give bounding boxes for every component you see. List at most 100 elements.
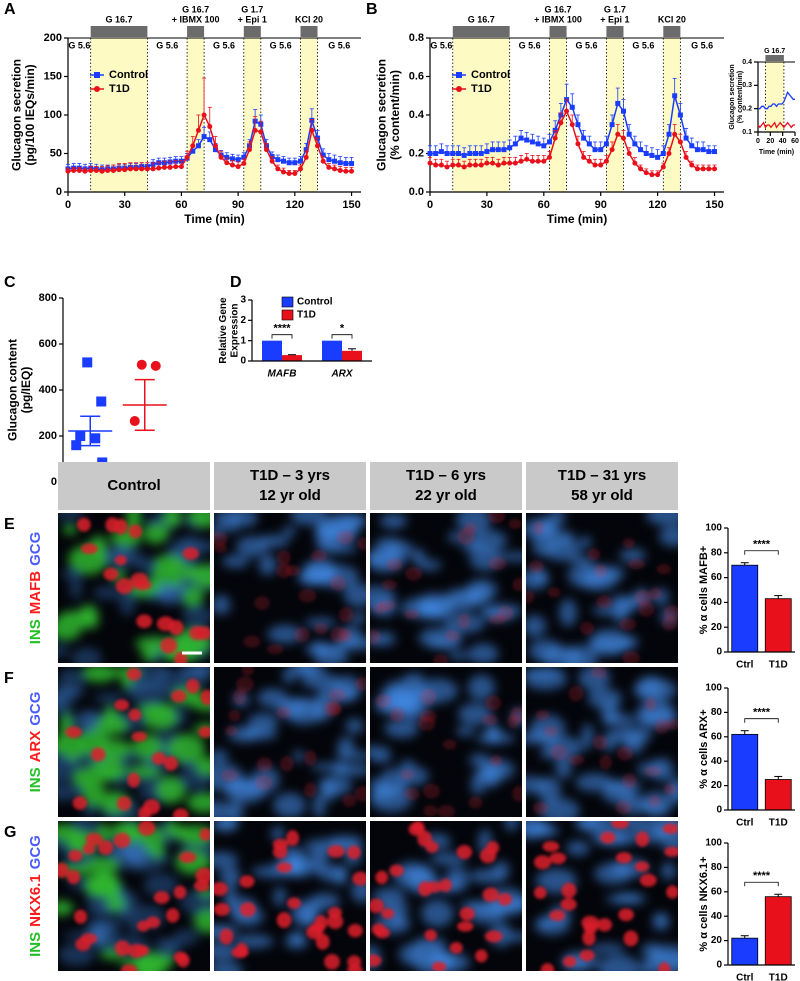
y-axis-label: Expression (229, 304, 240, 358)
stimulus-bar (90, 26, 148, 37)
column-header-text: T1D – 31 yrs (558, 467, 646, 484)
marker (569, 122, 575, 128)
x-tick-label: 0 (756, 138, 760, 145)
nucleus (375, 694, 392, 708)
y-tick-label: 0.8 (409, 32, 424, 44)
y-tick-label: 0.4 (409, 109, 425, 121)
ins-signal (187, 513, 210, 528)
gcg-signal (539, 798, 580, 817)
micrograph (58, 513, 210, 663)
stimulus-bar (187, 26, 205, 37)
gcg-signal (69, 573, 83, 600)
stimulus-label: + Epi 1 (600, 14, 629, 24)
stimulus-shading (243, 38, 261, 192)
bar (262, 340, 282, 361)
nucleus (616, 746, 633, 761)
nucleus (285, 564, 301, 577)
micrograph (58, 667, 210, 817)
marker (320, 152, 326, 158)
marker (275, 157, 281, 163)
gcg-signal (391, 911, 404, 926)
nucleus (114, 699, 130, 711)
marker (632, 160, 638, 166)
marker (712, 166, 718, 172)
nuclei (221, 667, 366, 807)
gcg-signal (545, 538, 581, 562)
gcg-signal (551, 530, 575, 546)
nucleus (648, 795, 661, 808)
stimulus-bar (243, 26, 261, 37)
marker (110, 167, 116, 173)
marker (65, 168, 71, 174)
marker (303, 154, 309, 160)
micrograph (214, 821, 366, 971)
nucleus (644, 697, 657, 712)
nucleus (386, 558, 403, 571)
gcg-signal (214, 800, 234, 817)
marker (280, 158, 286, 164)
nucleus (596, 595, 613, 609)
stimulus-shading (765, 62, 784, 132)
y-tick-label: 0.2 (409, 147, 424, 159)
y-tick-label: 0 (240, 356, 246, 367)
stimulus-label: G 16.7 (182, 4, 209, 14)
y-tick-label: 1 (240, 335, 246, 346)
nucleus (560, 898, 577, 911)
nucleus (382, 579, 398, 590)
marker (512, 141, 518, 147)
nucleus (243, 635, 261, 648)
x-axis-label: Time (min) (184, 212, 244, 226)
marker (427, 160, 433, 166)
marker (564, 108, 570, 114)
gcg-signal (399, 944, 421, 965)
nucleus (370, 629, 381, 645)
marker (76, 167, 82, 173)
gcg-signal (589, 943, 625, 954)
nucleus (618, 908, 634, 922)
panel-letter: A (4, 1, 16, 18)
y-tick-label: 50 (50, 147, 62, 159)
significance-bracket (331, 334, 353, 339)
gcg-signal (452, 593, 479, 603)
x-tick-label: Ctrl (736, 973, 753, 981)
nucleus (293, 627, 310, 643)
ins-signal (194, 756, 210, 777)
marker (495, 162, 501, 168)
nucleus (582, 930, 596, 946)
ins-signal (181, 585, 204, 609)
baseline-label: G 5.6 (575, 40, 597, 50)
y-tick-label: 40 (711, 911, 723, 922)
marker (280, 169, 286, 175)
gcg-signal (214, 851, 239, 869)
legend-marker (456, 86, 462, 92)
marker (541, 158, 547, 164)
ins-signal (149, 846, 166, 860)
marker (320, 158, 326, 164)
marker (349, 161, 355, 167)
nucleus (663, 605, 678, 621)
nucleus (634, 589, 652, 605)
y-tick-label: 100 (705, 683, 722, 694)
marker (507, 145, 513, 151)
marker (586, 141, 592, 147)
marker (90, 433, 101, 444)
nucleus (126, 667, 142, 681)
ins-signal (105, 895, 127, 913)
marker (712, 149, 718, 155)
nucleus (214, 903, 231, 916)
marker (535, 141, 541, 147)
micrograph (214, 513, 366, 663)
nucleus (228, 710, 241, 722)
nucleus (627, 558, 645, 570)
nucleus (272, 844, 288, 859)
bar (322, 340, 342, 361)
nucleus (214, 881, 229, 896)
nucleus (314, 915, 328, 931)
x-tick-label: MAFB (268, 369, 297, 380)
gcg-signal (411, 548, 426, 565)
column-header-text: T1D – 6 yrs (406, 467, 486, 484)
bar (731, 733, 759, 811)
legend-marker (94, 72, 100, 78)
marker (337, 167, 343, 173)
marker (433, 151, 439, 156)
